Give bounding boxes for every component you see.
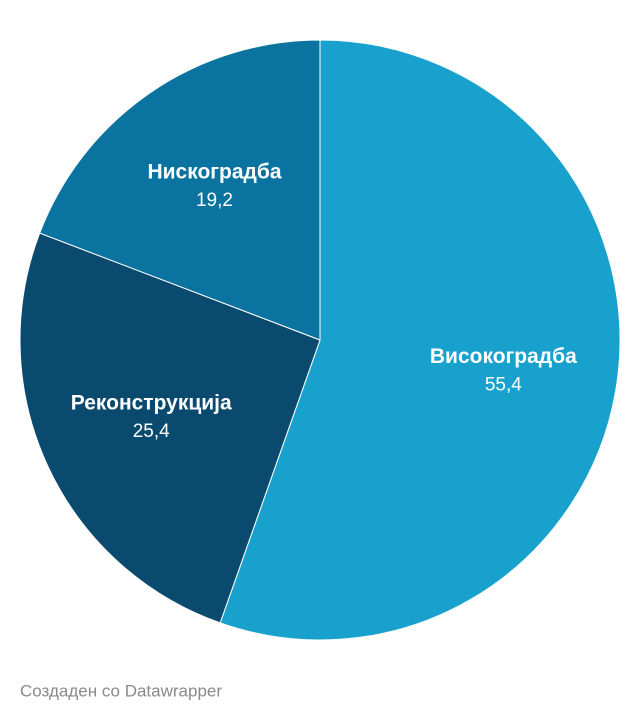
pie-slice [39,39,321,341]
footer: Создаден со Datawrapper [20,681,222,700]
pie-slice [19,232,321,624]
slice-value: 55,4 [485,374,522,395]
slice-label: Високоградба [430,345,577,368]
slice-label: Нискоградба [147,160,281,183]
slice-value: 19,2 [196,190,233,211]
slice-value: 25,4 [133,421,170,442]
slice-label: Реконструкција [71,392,232,415]
